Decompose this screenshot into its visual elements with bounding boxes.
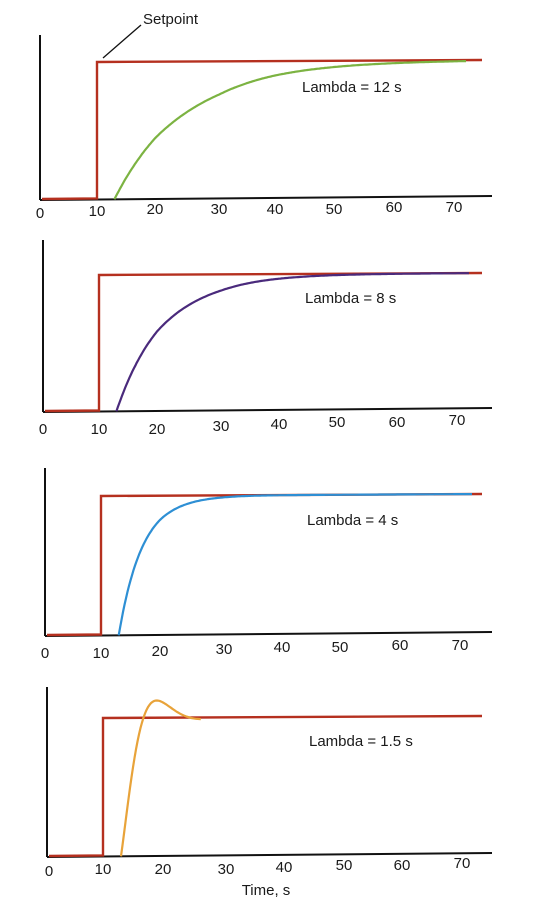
x-axis-line xyxy=(42,407,493,413)
setpoint-line xyxy=(48,714,483,858)
x-tick-label: 20 xyxy=(147,201,164,218)
x-tick-label: 0 xyxy=(45,863,53,880)
x-axis-line xyxy=(46,852,493,858)
x-tick-label: 40 xyxy=(274,639,291,656)
x-tick-label: 50 xyxy=(326,201,343,218)
x-tick-label: 0 xyxy=(39,421,47,438)
x-tick-label: 30 xyxy=(216,641,233,658)
x-tick-label: 50 xyxy=(336,857,353,874)
x-axis-line xyxy=(39,195,493,201)
x-tick-label: 60 xyxy=(394,857,411,874)
x-tick-label: 70 xyxy=(454,855,471,872)
x-tick-label: 60 xyxy=(392,637,409,654)
lambda-label: Lambda = 4 s xyxy=(307,512,398,529)
x-tick-label: 10 xyxy=(95,861,112,878)
lambda-label: Lambda = 1.5 s xyxy=(309,733,413,750)
chart-panel-1: 0 10 20 30 40 50 60 70 Lambda = 12 s Setpoint xyxy=(36,11,493,222)
setpoint-line xyxy=(46,492,483,637)
x-tick-label: 70 xyxy=(449,412,466,429)
x-tick-label: 0 xyxy=(41,645,49,662)
x-tick-label: 70 xyxy=(446,199,463,216)
x-tick-label: 30 xyxy=(213,418,230,435)
x-tick-label: 50 xyxy=(329,414,346,431)
x-tick-label: 20 xyxy=(152,643,169,660)
chart-panel-2: 0 10 20 30 40 50 60 70 Lambda = 8 s xyxy=(39,240,493,438)
setpoint-line xyxy=(41,58,483,201)
x-tick-label: 50 xyxy=(332,639,349,656)
x-tick-label: 40 xyxy=(271,416,288,433)
response-curve xyxy=(119,699,201,857)
setpoint-line xyxy=(44,271,483,413)
x-tick-label: 70 xyxy=(452,637,469,654)
x-tick-label: 10 xyxy=(91,421,108,438)
x-tick-label: 20 xyxy=(149,421,166,438)
response-curve xyxy=(117,493,472,636)
x-tick-label: 40 xyxy=(276,859,293,876)
x-tick-label: 30 xyxy=(211,201,228,218)
x-tick-label: 0 xyxy=(36,205,44,222)
x-axis-line xyxy=(44,631,493,637)
lambda-label: Lambda = 12 s xyxy=(302,79,402,96)
x-tick-label: 20 xyxy=(155,861,172,878)
x-axis-label: Time, s xyxy=(242,882,291,899)
x-tick-label: 40 xyxy=(267,201,284,218)
lambda-label: Lambda = 8 s xyxy=(305,290,396,307)
x-tick-label: 10 xyxy=(89,203,106,220)
chart-panel-3: 0 10 20 30 40 50 60 70 Lambda = 4 s xyxy=(41,468,493,662)
x-tick-label: 60 xyxy=(386,199,403,216)
chart-panel-4: 0 10 20 30 40 50 60 70 Lambda = 1.5 s xyxy=(45,687,493,880)
setpoint-annotation: Setpoint xyxy=(143,11,199,28)
response-curve xyxy=(115,272,469,412)
setpoint-leader-line xyxy=(102,24,142,59)
response-curve xyxy=(113,60,466,200)
x-tick-label: 30 xyxy=(218,861,235,878)
x-tick-label: 10 xyxy=(93,645,110,662)
x-tick-label: 60 xyxy=(389,414,406,431)
